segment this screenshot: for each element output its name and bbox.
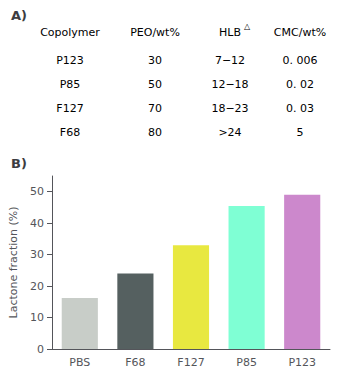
- svg-text:PEO/wt%: PEO/wt%: [130, 26, 180, 39]
- svg-text:0: 0: [37, 343, 44, 356]
- svg-text:PBS: PBS: [69, 356, 90, 369]
- svg-text:40: 40: [30, 217, 44, 230]
- svg-text:CMC/wt%: CMC/wt%: [274, 26, 326, 39]
- svg-text:12−18: 12−18: [211, 78, 248, 91]
- svg-text:80: 80: [148, 126, 162, 139]
- svg-text:B): B): [11, 156, 27, 171]
- svg-text:P85: P85: [60, 78, 81, 91]
- svg-text:0. 006: 0. 006: [283, 54, 318, 67]
- svg-text:P123: P123: [288, 356, 316, 369]
- svg-text:F127: F127: [177, 356, 204, 369]
- svg-text:20: 20: [30, 280, 44, 293]
- svg-text:A): A): [11, 8, 27, 23]
- svg-text:>24: >24: [218, 126, 241, 139]
- svg-text:30: 30: [30, 248, 44, 261]
- svg-text:△: △: [244, 22, 251, 31]
- svg-text:HLB: HLB: [219, 26, 241, 39]
- svg-text:10: 10: [30, 311, 44, 324]
- svg-text:30: 30: [148, 54, 162, 67]
- svg-text:0. 03: 0. 03: [286, 102, 314, 115]
- svg-text:7−12: 7−12: [215, 54, 245, 67]
- svg-text:70: 70: [148, 102, 162, 115]
- svg-text:Copolymer: Copolymer: [40, 26, 100, 39]
- svg-text:Lactone fraction (%): Lactone fraction (%): [7, 207, 20, 319]
- svg-text:5: 5: [297, 126, 304, 139]
- svg-text:50: 50: [30, 185, 44, 198]
- svg-text:F68: F68: [125, 356, 145, 369]
- svg-text:F127: F127: [56, 102, 83, 115]
- svg-text:P123: P123: [56, 54, 84, 67]
- svg-text:18−23: 18−23: [211, 102, 248, 115]
- svg-text:0. 02: 0. 02: [286, 78, 314, 91]
- svg-text:50: 50: [148, 78, 162, 91]
- svg-text:F68: F68: [60, 126, 80, 139]
- svg-text:P85: P85: [236, 356, 257, 369]
